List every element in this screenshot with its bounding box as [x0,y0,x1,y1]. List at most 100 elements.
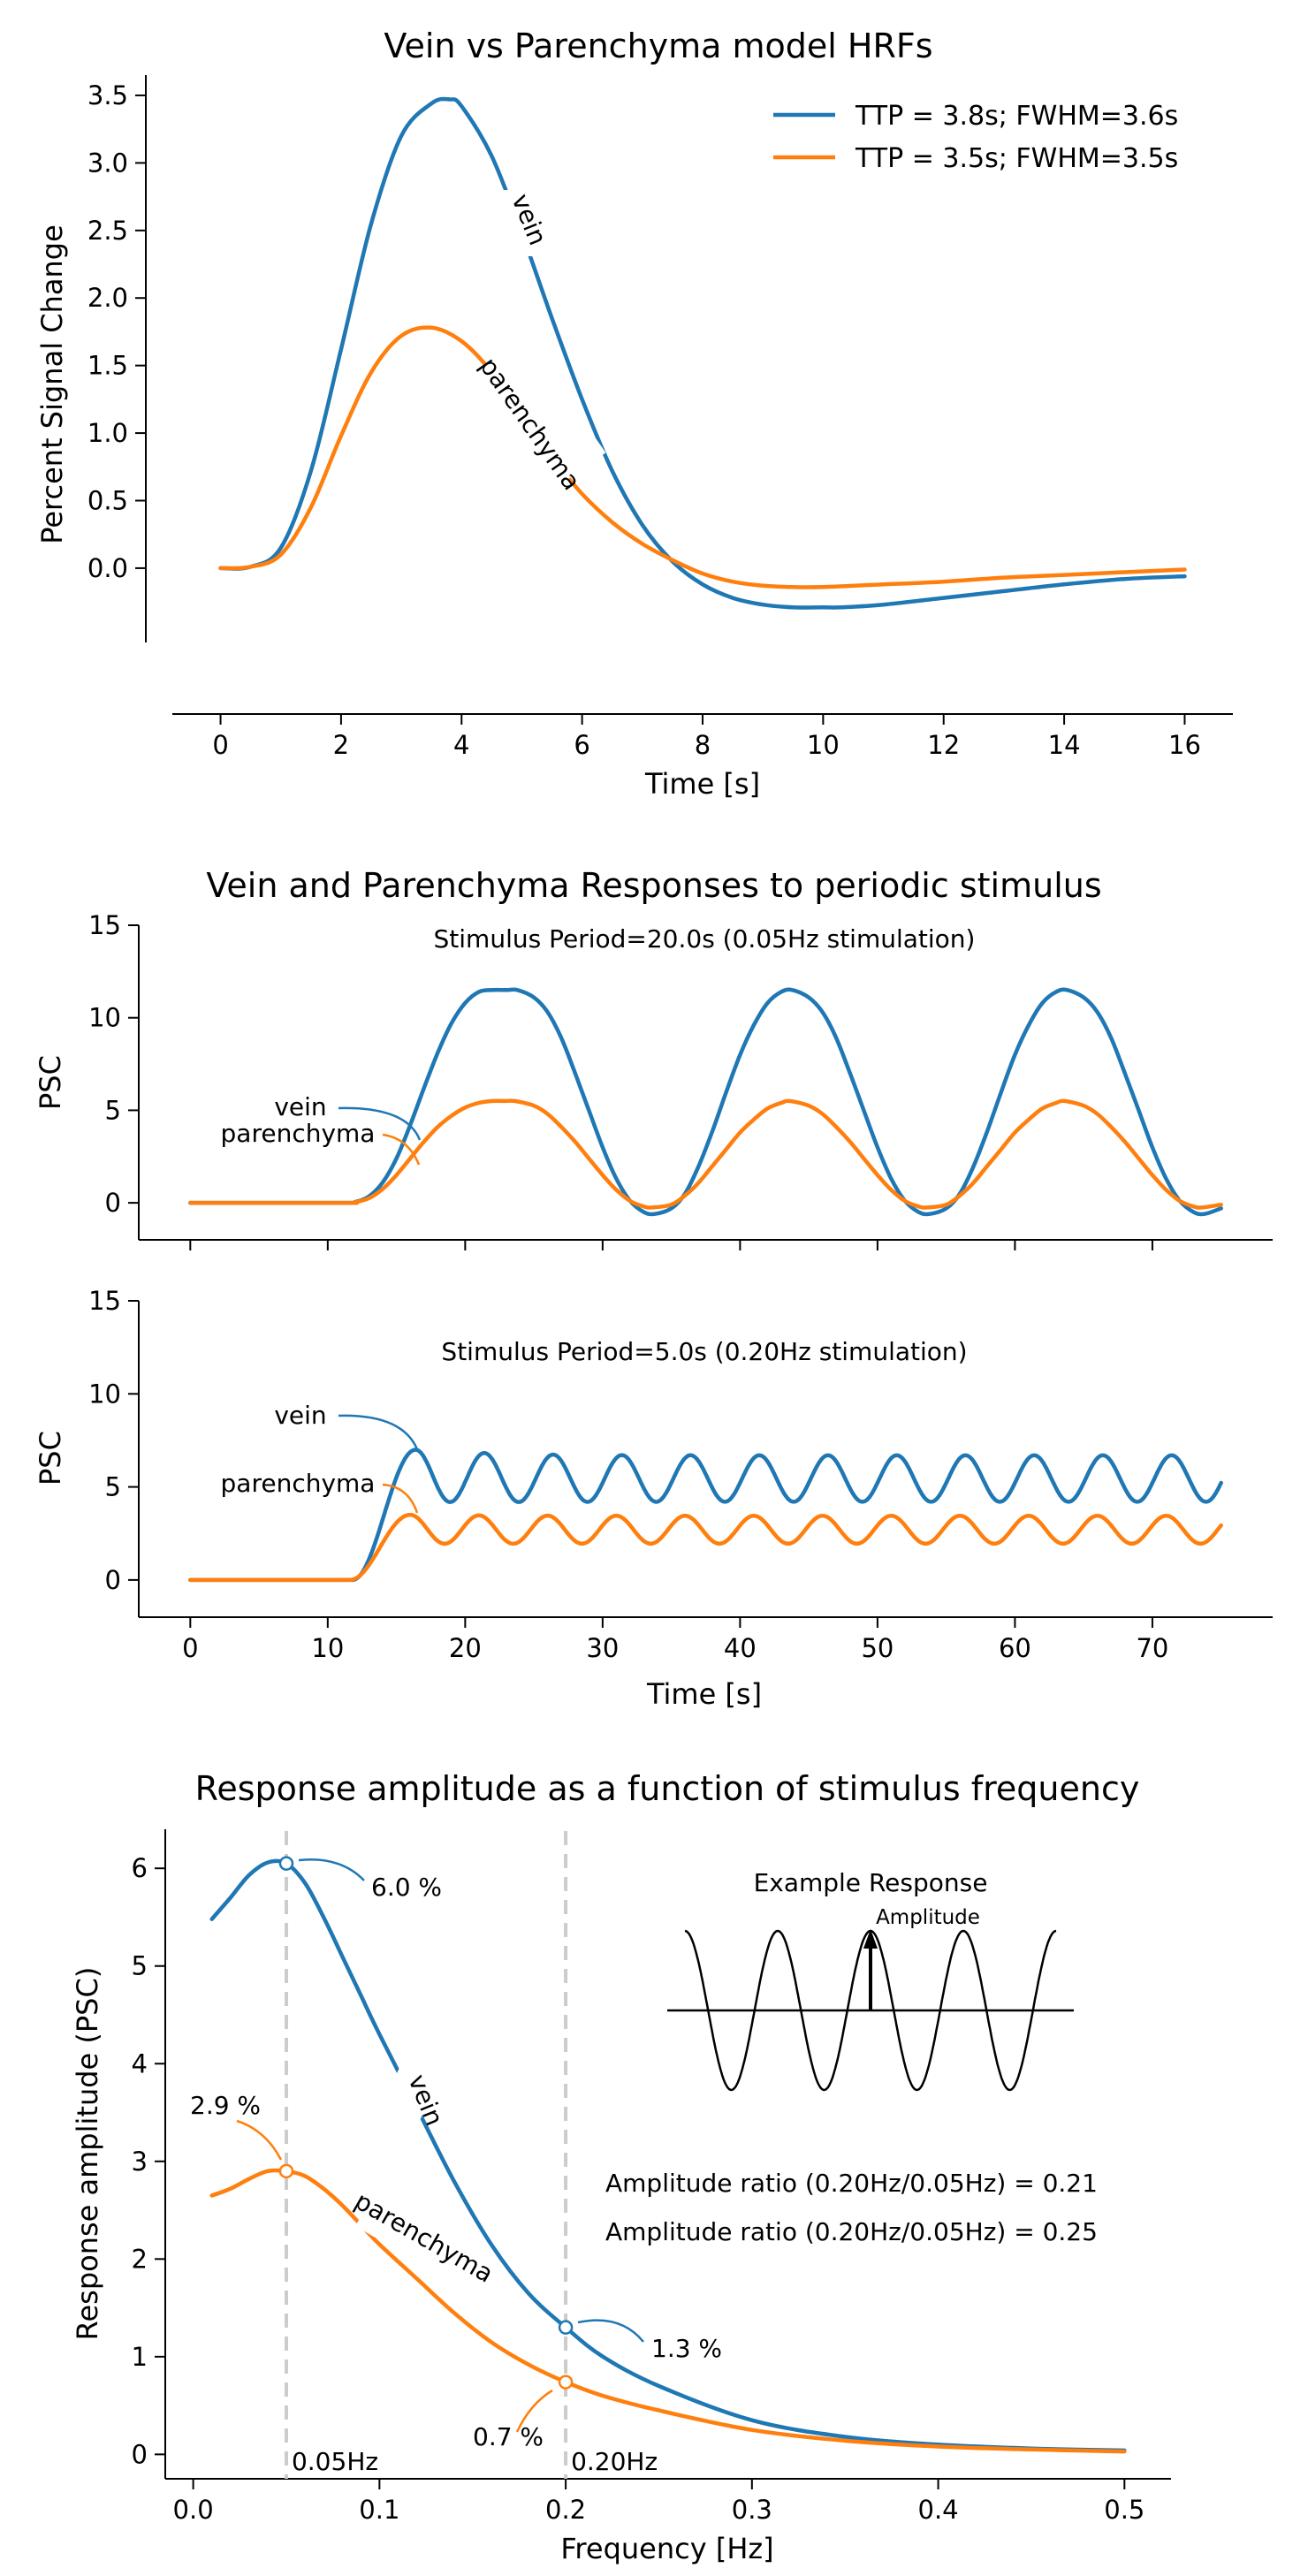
p3-parenchyma-line [188,1512,1223,1583]
example-response-inset: Example Response Amplitude [667,1868,1074,2092]
p3-vein-arrow [338,1414,419,1450]
vein-point-020hz [558,2320,574,2335]
p3-x-tick-label: 60 [999,1633,1031,1663]
p3-x-tick-label: 50 [861,1633,894,1663]
p2-vein-arrow [338,1106,422,1141]
ref-label-020hz: 0.20Hz [571,2447,658,2476]
hrf-x-tick-label: 14 [1048,730,1081,760]
panel-periodic-20s: Vein and Parenchyma Responses to periodi… [34,866,1273,1250]
hrf-vein-line [218,96,1187,610]
parenchyma-point-020hz [558,2375,574,2390]
periodic-title: Vein and Parenchyma Responses to periodi… [206,866,1101,905]
hrf-y-tick-label: 2.5 [87,216,128,246]
hrf-y-ticks: 0.0 0.5 1.0 1.5 2.0 2.5 3.0 3.5 [87,80,146,583]
legend-parenchyma-text: TTP = 3.5s; FWHM=3.5s [855,143,1178,174]
p3-x-tick-label: 10 [311,1633,344,1663]
panel-periodic-5s: 0 5 10 15 0 10 20 30 40 50 60 70 Time [s] PSC Stim… [34,1286,1273,1711]
hrf-parenchyma-line [218,325,1187,589]
parenchyma-value-020hz: 0.7 % [473,2422,544,2451]
amp-ratio-vein: Amplitude ratio (0.20Hz/0.05Hz) = 0.21 [605,2169,1098,2198]
p2-vein-line [188,987,1223,1217]
hrf-y-tick-label: 1.0 [87,418,128,448]
p2-y-tick-label: 15 [88,910,121,940]
hrf-x-tick-label: 2 [333,730,349,760]
vein-value-005hz: 6.0 % [371,1873,442,1902]
inset-arrowhead [863,1929,878,1949]
p3-y-tick-label: 10 [88,1379,121,1409]
p2-parenchyma-arrow [382,1133,421,1166]
p2-y-label: PSC [34,1055,67,1110]
p3-x-tick-label: 40 [724,1633,757,1663]
p2-parenchyma-line [188,1098,1223,1210]
p2-x-ticks [189,1240,1153,1250]
p3-annotation: Stimulus Period=5.0s (0.20Hz stimulation… [441,1337,967,1366]
p3-y-label: PSC [34,1431,67,1486]
hrf-x-label: Time [s] [644,767,760,801]
amp-y-label: Response amplitude (PSC) [71,1967,104,2341]
hrf-y-tick-label: 3.0 [87,148,128,178]
amp-x-label: Frequency [Hz] [560,2532,773,2565]
parenchyma-point-005hz [278,2163,294,2179]
p3-x-label: Time [s] [646,1677,762,1711]
amp-y-tick-label: 4 [132,2048,148,2078]
hrf-x-tick-label: 0 [212,730,228,760]
amp-x-ticks: 0.0 0.1 0.2 0.3 0.4 0.5 [173,2479,1144,2525]
amp-y-tick-label: 0 [132,2439,148,2469]
p2-y-tick-label: 0 [105,1188,121,1218]
hrf-x-tick-label: 8 [695,730,711,760]
p3-y-tick-label: 5 [105,1472,121,1502]
amp-y-tick-label: 5 [132,1951,148,1981]
vein-arrow-005hz [298,1858,365,1881]
hrf-x-ticks: 0 2 4 6 8 10 12 14 16 [212,714,1201,760]
legend-vein-text: TTP = 3.8s; FWHM=3.6s [855,101,1178,132]
hrf-vein-label-gap [499,190,544,256]
vein-point-005hz [278,1856,294,1871]
p3-y-tick-label: 15 [88,1286,121,1316]
p2-vein-label: vein [274,1092,326,1121]
hrf-title: Vein vs Parenchyma model HRFs [384,27,932,65]
hrf-x-tick-label: 4 [453,730,469,760]
p3-vein-label: vein [274,1401,326,1430]
panel-amplitude: Response amplitude as a function of stim… [71,1769,1171,2565]
hrf-y-tick-label: 0.5 [87,486,128,516]
amp-y-ticks: 0 1 2 3 4 5 6 [132,1853,165,2469]
amp-y-tick-label: 1 [132,2342,148,2372]
hrf-x-tick-label: 6 [574,730,589,760]
amp-x-tick-label: 0.5 [1104,2495,1144,2525]
vein-arrow-020hz [577,2319,644,2343]
parenchyma-arrow-005hz [236,2119,283,2161]
p2-annotation: Stimulus Period=20.0s (0.05Hz stimulatio… [434,924,976,954]
hrf-y-tick-label: 3.5 [87,80,128,110]
hrf-x-tick-label: 10 [807,730,840,760]
amp-x-tick-label: 0.0 [173,2495,214,2525]
amp-vein-label-gap [369,2044,447,2150]
hrf-x-tick-label: 12 [927,730,960,760]
amp-x-tick-label: 0.1 [359,2495,399,2525]
p3-x-tick-label: 30 [586,1633,619,1663]
p3-x-tick-label: 70 [1136,1633,1168,1663]
p3-parenchyma-label: parenchyma [221,1469,376,1498]
parenchyma-arrow-020hz [515,2389,553,2433]
hrf-y-tick-label: 0.0 [87,553,128,583]
inset-title: Example Response [754,1868,988,1897]
p3-y-ticks: 0 5 10 15 [88,1286,139,1595]
amp-y-tick-label: 3 [132,2147,148,2177]
p2-y-tick-label: 10 [88,1003,121,1033]
hrf-parenchyma-label-gap [441,337,606,512]
amp-x-tick-label: 0.2 [545,2495,586,2525]
inset-amplitude-label: Amplitude [876,1906,980,1929]
p3-x-ticks: 0 10 20 30 40 50 60 70 [182,1617,1168,1663]
p2-y-ticks: 0 5 10 15 [88,910,139,1218]
hrf-y-label: Percent Signal Change [35,224,69,544]
hrf-y-tick-label: 1.5 [87,351,128,381]
amp-y-tick-label: 6 [132,1853,148,1883]
amp-title: Response amplitude as a function of stim… [195,1769,1140,1808]
amp-parenchyma-label-gap [355,2185,493,2293]
parenchyma-value-005hz: 2.9 % [190,2091,261,2120]
p3-x-tick-label: 20 [449,1633,482,1663]
hrf-x-tick-label: 16 [1168,730,1201,760]
amp-parenchyma-line [209,2168,1127,2454]
amp-x-tick-label: 0.3 [732,2495,772,2525]
p3-parenchyma-arrow [382,1483,419,1514]
